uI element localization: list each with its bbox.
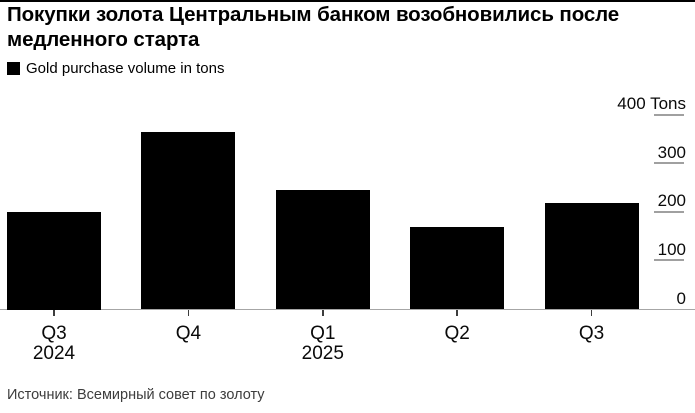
top-rule — [0, 0, 695, 2]
source-note: Источник: Всемирный совет по золоту — [7, 387, 265, 403]
x-axis-label: Q2 — [444, 323, 470, 344]
x-axis-tick — [456, 310, 458, 316]
x-axis-label: Q3 — [578, 323, 605, 344]
bar-q3-4 — [544, 202, 639, 310]
x-axis-label: Q3 — [41, 323, 67, 344]
x-axis-year-label: 2025 — [301, 343, 344, 364]
y-axis-tick — [654, 113, 684, 116]
chart-title: Покупки золота Центральным банком возобн… — [7, 3, 620, 51]
x-axis-year-label: 2024 — [32, 343, 76, 364]
legend-swatch — [7, 61, 20, 75]
y-axis-tick — [654, 259, 684, 262]
x-axis-label: Q4 — [175, 323, 202, 344]
bar-q3-0 — [7, 212, 101, 310]
y-axis-label: 200 — [657, 191, 686, 211]
x-axis-tick — [187, 310, 190, 316]
y-axis-label: 300 — [657, 142, 686, 162]
bar-q2-3 — [410, 226, 505, 310]
bar-q1-2 — [275, 190, 370, 310]
x-axis-label: Q1 — [310, 323, 336, 344]
y-axis-tick — [654, 210, 684, 213]
y-axis-tick — [654, 162, 684, 165]
x-axis-tick — [322, 310, 324, 316]
legend: Gold purchase volume in tons — [7, 58, 224, 78]
x-axis-tick — [590, 310, 593, 316]
y-axis-label: 0 — [676, 288, 686, 308]
bar-q4-1 — [141, 132, 236, 310]
y-axis-label: 400 Tons — [617, 94, 686, 113]
y-axis-label: 100 — [657, 239, 686, 259]
legend-label: Gold purchase volume in tons — [26, 59, 225, 77]
x-axis-tick — [53, 310, 55, 316]
